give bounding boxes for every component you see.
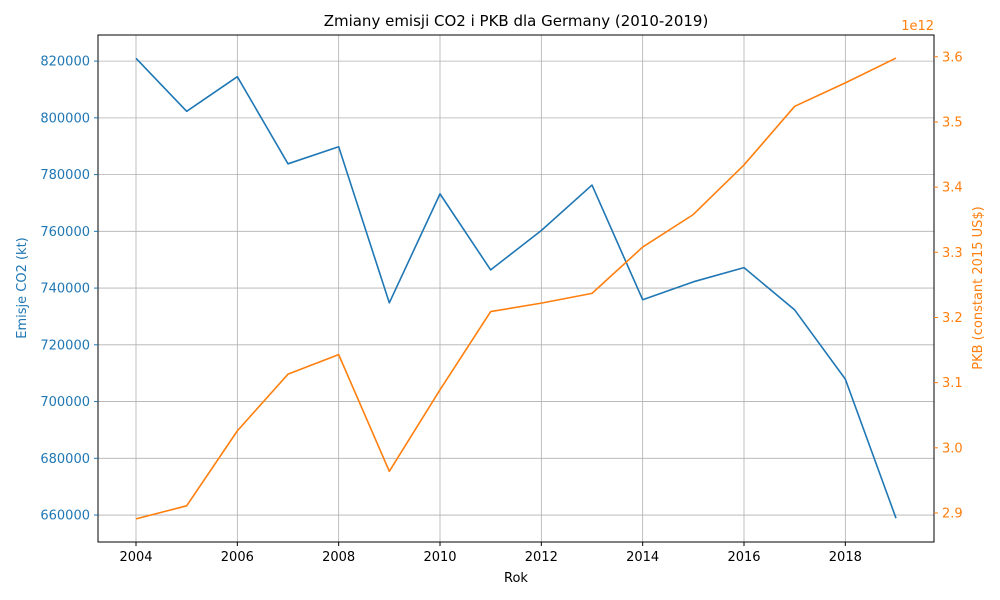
grid-lines [98,35,934,542]
right-y-tick-label: 3.3 [942,246,963,261]
x-tick-label: 2008 [322,550,355,565]
left-y-tick-label: 680000 [40,452,90,467]
right-y-tick-label: 2.9 [942,506,963,521]
right-y-axis-label: PKB (constant 2015 US$) [971,206,986,369]
left-y-tick-label: 820000 [40,55,90,70]
right-y-tick-label: 3.6 [942,50,963,65]
right-y-tick-label: 3.4 [942,181,963,196]
left-y-tick-label: 740000 [40,282,90,297]
x-tick-label: 2014 [626,550,659,565]
left-y-axis-label: Emisje CO2 (kt) [15,237,30,339]
right-y-tick-label: 3.5 [942,115,963,130]
right-y-tick-label: 3.0 [942,441,963,456]
x-tick-label: 2006 [221,550,254,565]
chart-title: Zmiany emisji CO2 i PKB dla Germany (201… [324,12,709,30]
right-axis-offset-label: 1e12 [901,19,934,34]
left-y-tick-label: 800000 [40,111,90,126]
x-tick-label: 2016 [727,550,760,565]
left-y-axis-ticks: 660000 680000 700000 720000 740000 760000 7800… [40,55,98,524]
x-tick-label: 2012 [525,550,558,565]
left-y-tick-label: 780000 [40,168,90,183]
left-y-tick-label: 700000 [40,395,90,410]
co2-emissions-line [135,57,897,519]
x-axis-ticks: 2004 2006 2008 2010 2012 2014 2016 2018 [119,542,862,565]
x-tick-label: 2010 [423,550,456,565]
x-tick-label: 2004 [119,550,152,565]
right-y-tick-label: 3.2 [942,311,963,326]
x-axis-label: Rok [504,571,528,586]
right-y-axis-ticks: 2.9 3.0 3.1 3.2 3.3 3.4 3.5 3.6 [934,50,963,521]
left-y-tick-label: 660000 [40,509,90,524]
series-lines [135,57,897,520]
gdp-line [135,57,897,520]
x-tick-label: 2018 [829,550,862,565]
left-y-tick-label: 720000 [40,338,90,353]
right-y-tick-label: 3.1 [942,376,963,391]
left-y-tick-label: 760000 [40,225,90,240]
